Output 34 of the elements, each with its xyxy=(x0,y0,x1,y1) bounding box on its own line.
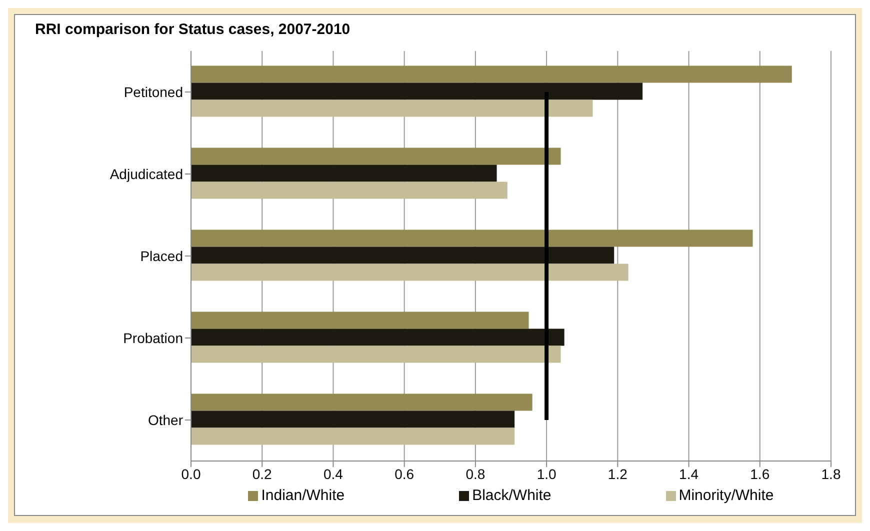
bar xyxy=(191,148,561,165)
y-tick-label: Other xyxy=(148,412,184,428)
bar xyxy=(191,230,753,247)
bar xyxy=(191,428,515,445)
x-tick-label: 0.2 xyxy=(252,466,272,482)
y-tick-label: Placed xyxy=(140,248,183,264)
bar xyxy=(191,328,564,346)
chart-title: RRI comparison for Status cases, 2007-2010 xyxy=(35,21,350,38)
x-tick-label: 1.0 xyxy=(536,466,556,482)
bar xyxy=(191,264,628,281)
x-tick-label: 0.4 xyxy=(323,466,344,482)
x-tick-label: 0.0 xyxy=(181,466,201,482)
legend-label: Minority/White xyxy=(678,487,774,504)
y-tick-label: Adjudicated xyxy=(110,166,183,182)
x-tick-label: 0.8 xyxy=(466,466,486,482)
bar xyxy=(191,100,593,117)
legend-label: Black/White xyxy=(471,487,552,504)
bar xyxy=(191,66,792,83)
bar xyxy=(191,394,532,411)
bar xyxy=(191,182,508,199)
x-tick-label: 0.6 xyxy=(394,466,414,482)
bar xyxy=(191,312,529,329)
x-tick-label: 1.8 xyxy=(821,466,841,482)
x-tick-label: 1.2 xyxy=(608,466,628,482)
legend-label: Indian/White xyxy=(260,487,345,504)
bar xyxy=(191,246,614,264)
x-tick-label: 1.6 xyxy=(750,466,770,482)
bar xyxy=(191,346,561,363)
bar xyxy=(191,82,643,100)
bar xyxy=(191,164,497,182)
x-tick-label: 1.4 xyxy=(679,466,699,482)
y-tick-label: Probation xyxy=(123,330,183,346)
bar xyxy=(191,410,515,428)
y-tick-label: Petitoned xyxy=(124,84,183,100)
